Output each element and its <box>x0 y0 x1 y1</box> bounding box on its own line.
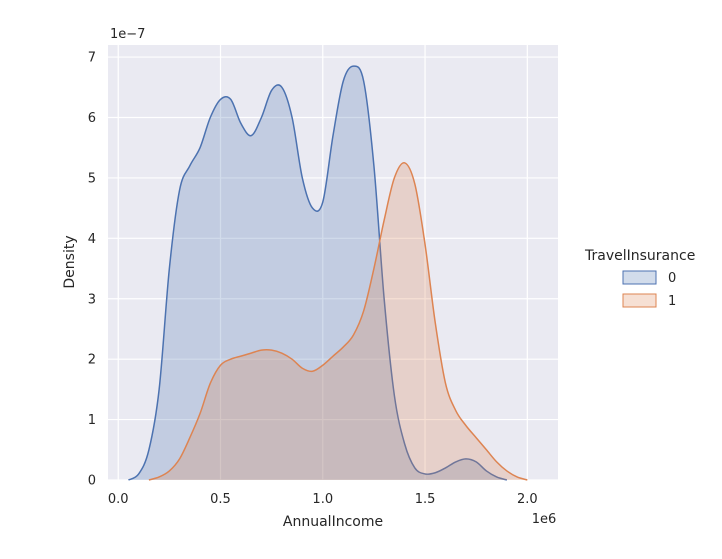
y-tick-labels: 0 1 2 3 4 5 6 7 <box>88 51 96 489</box>
density-line-1 <box>148 162 528 481</box>
x-axis-label: AnnualIncome <box>283 514 383 530</box>
y-tick-label: 2 <box>88 353 96 368</box>
y-axis-label: Density <box>62 235 78 288</box>
y-tick-label: 1 <box>88 413 96 428</box>
x-tick-labels: 0.0 0.5 1.0 1.5 2.0 <box>108 492 538 507</box>
y-tick-label: 6 <box>88 111 96 126</box>
grid-lines <box>108 45 558 481</box>
legend-label-1: 1 <box>668 294 676 309</box>
x-tick-label: 1.0 <box>312 492 333 507</box>
x-tick-label: 2.0 <box>517 492 538 507</box>
x-tick-label: 0.5 <box>210 492 231 507</box>
y-tick-label: 5 <box>88 171 96 186</box>
legend-label-0: 0 <box>668 271 676 286</box>
x-tick-label: 1.5 <box>415 492 436 507</box>
y-tick-label: 7 <box>88 51 96 66</box>
y-offset-label: 1e−7 <box>110 27 145 42</box>
density-line-0 <box>128 65 508 481</box>
y-tick-label: 0 <box>88 474 96 489</box>
y-tick-label: 3 <box>88 292 96 307</box>
x-offset-label: 1e6 <box>532 512 557 527</box>
legend: TravelInsurance 0 1 <box>584 248 695 309</box>
legend-swatch-1 <box>622 293 657 308</box>
y-tick-label: 4 <box>88 232 96 247</box>
density-area-0 <box>128 66 507 481</box>
legend-swatch-0 <box>622 270 657 285</box>
density-areas <box>128 65 528 481</box>
density-area-1 <box>148 162 528 480</box>
legend-title: TravelInsurance <box>584 248 695 264</box>
x-tick-label: 0.0 <box>108 492 129 507</box>
